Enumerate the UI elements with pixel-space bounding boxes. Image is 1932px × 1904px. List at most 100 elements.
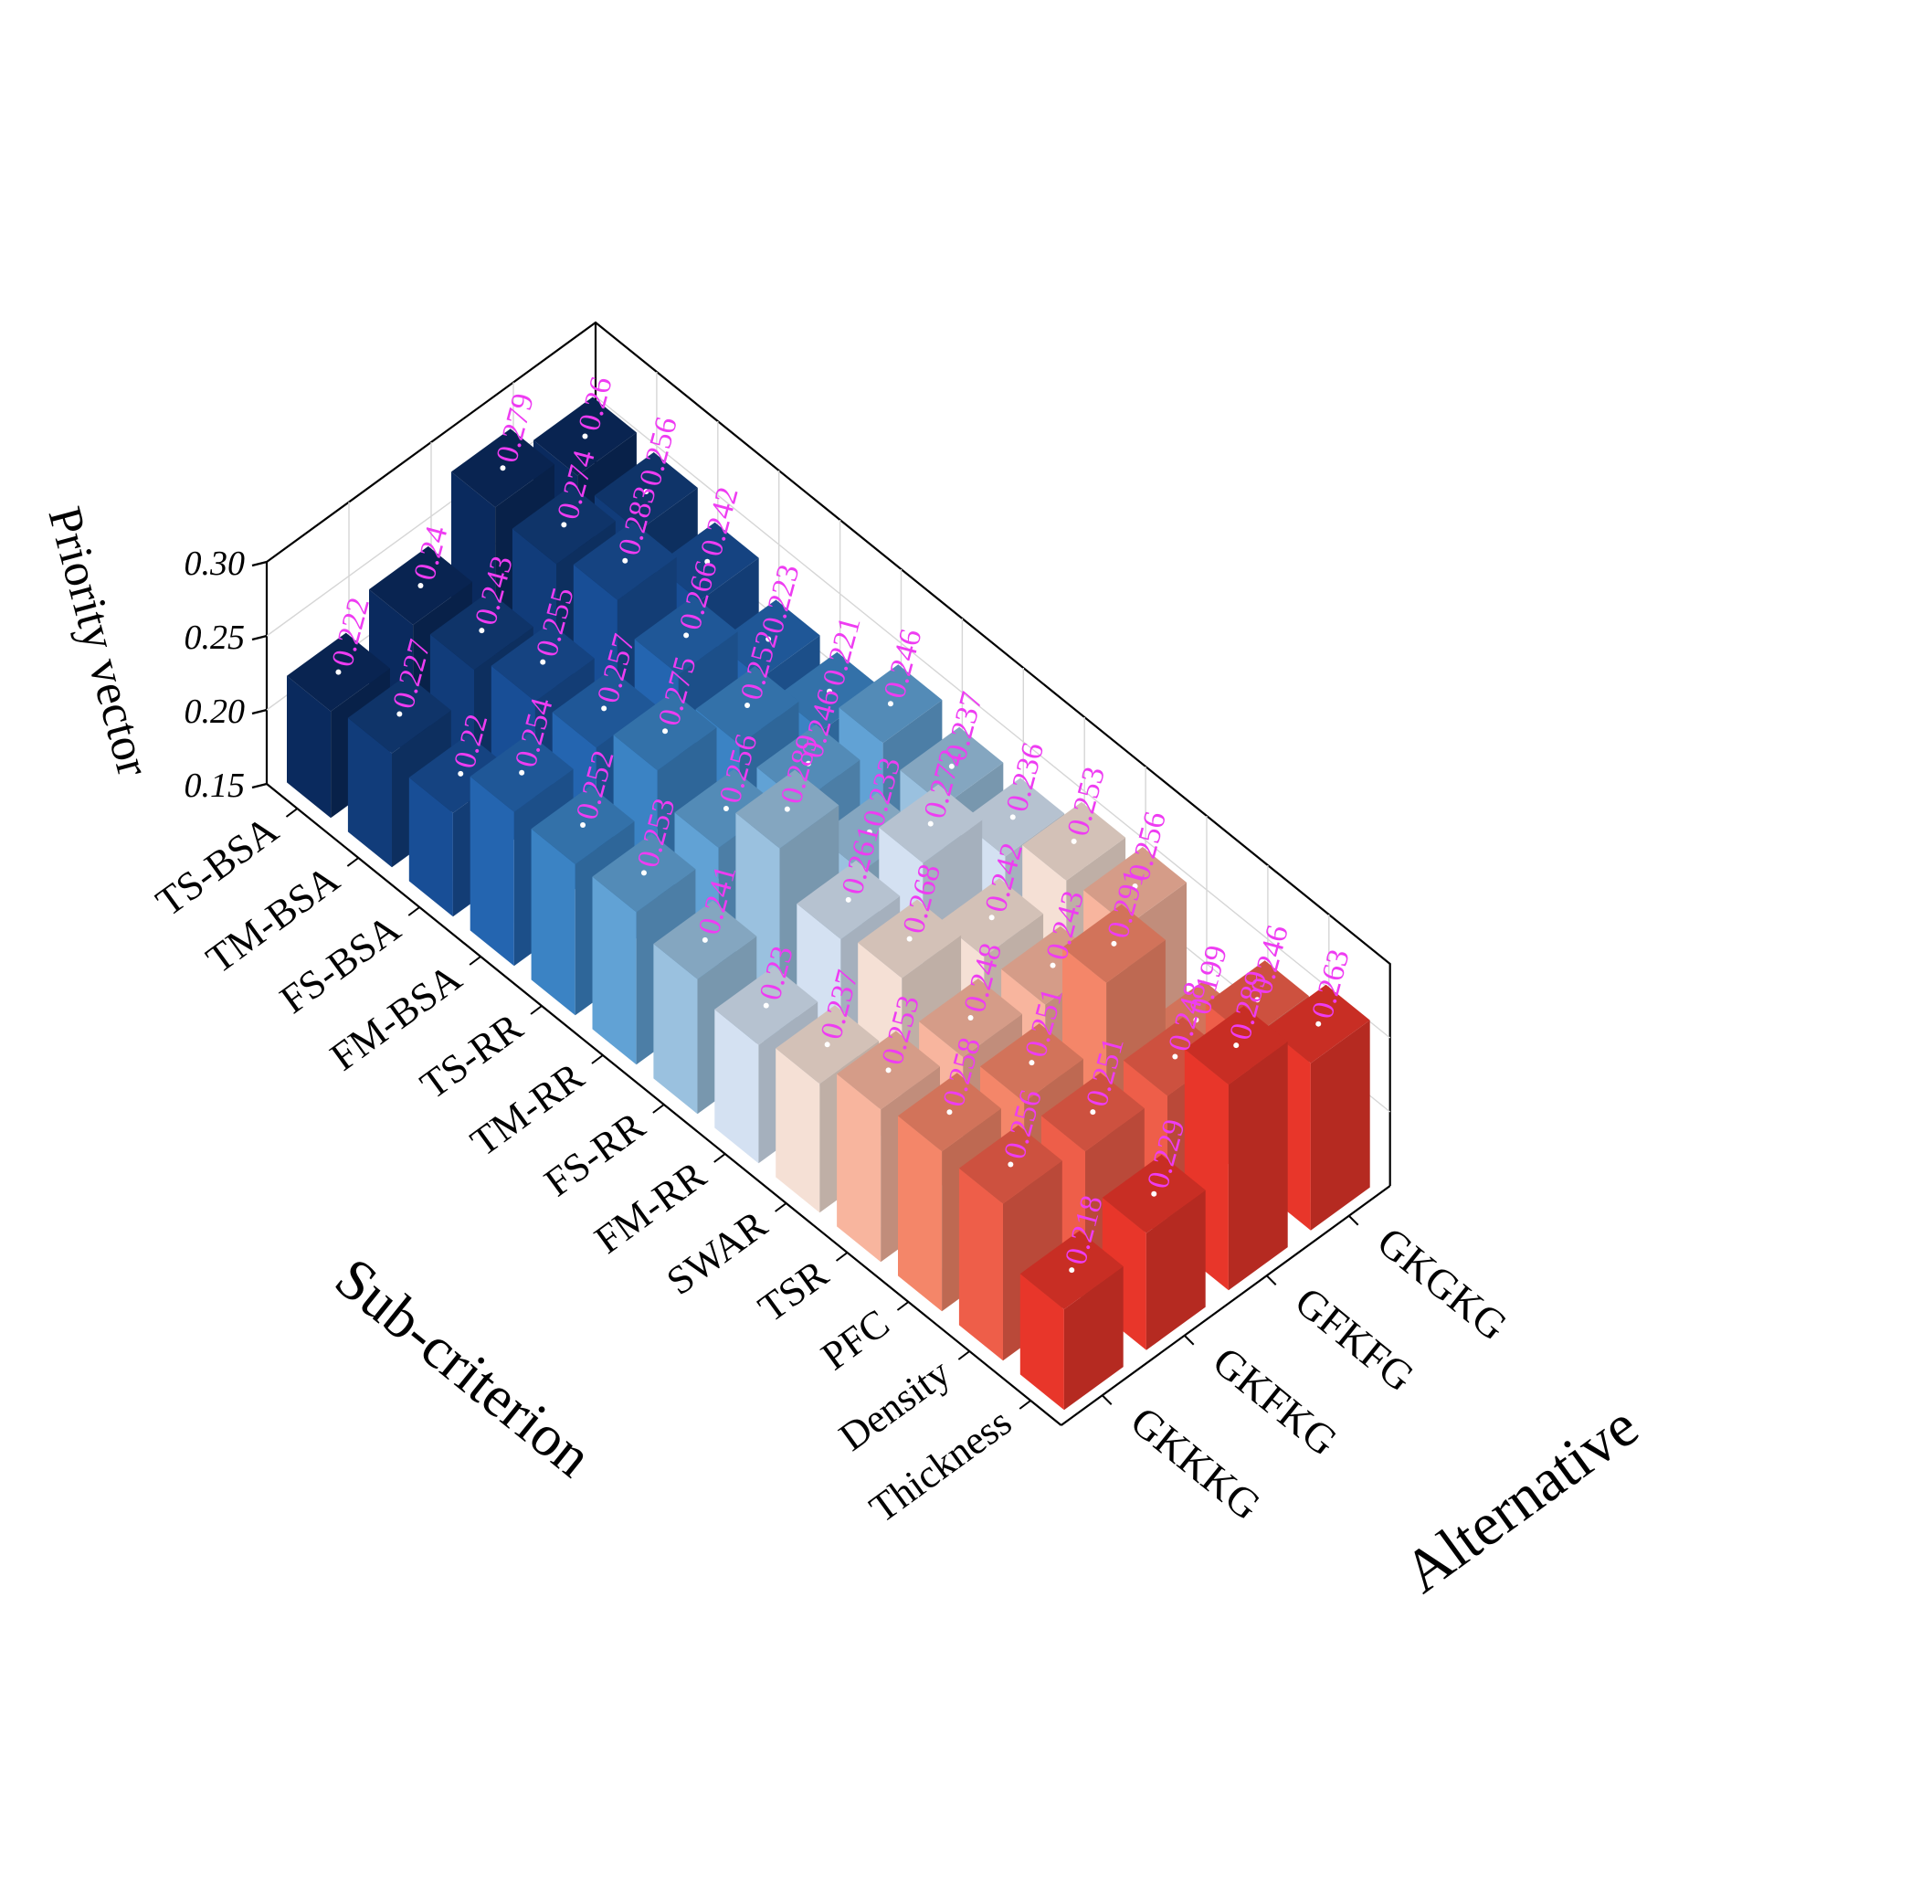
x-tick: [1019, 1400, 1031, 1410]
x-tick: [896, 1301, 910, 1311]
bar-top-marker: [946, 1109, 953, 1116]
bar-front-face: [958, 1168, 1003, 1361]
bar-top-marker: [887, 701, 893, 707]
x-tick: [775, 1202, 787, 1212]
bar-top-marker: [723, 806, 729, 812]
bar-top-marker: [519, 769, 525, 776]
bar-top-marker: [1069, 1267, 1075, 1274]
z-tick-label: 0.20: [185, 693, 246, 731]
bar-top-marker: [561, 522, 567, 528]
y-axis-title: Alternative: [1392, 1392, 1651, 1606]
x-axis-title: Sub-criterion: [323, 1245, 604, 1489]
bar-top-marker: [704, 558, 711, 565]
y-tick: [1265, 1275, 1277, 1285]
bar-front-face: [1019, 1274, 1064, 1411]
y-tick-label: GKGKG: [1368, 1218, 1515, 1349]
bar-top-marker: [744, 703, 751, 709]
bar-top-marker: [1233, 1042, 1240, 1049]
bar-top-marker: [805, 760, 811, 767]
bar-top-marker: [827, 688, 833, 694]
bar-side-face: [1228, 1041, 1288, 1291]
bar-top-marker: [1071, 838, 1077, 844]
z-tick: [251, 708, 268, 715]
z-gridline: [266, 396, 1391, 1039]
bar-top-marker: [988, 915, 995, 921]
bar-top-marker: [1315, 1021, 1322, 1027]
x-tick-label: PFC: [813, 1300, 897, 1379]
bar-top-marker: [540, 659, 546, 665]
bar-front-face: [898, 1116, 943, 1312]
bar-top-marker: [702, 936, 708, 943]
bar-top-marker: [1132, 883, 1138, 890]
y-tick: [1183, 1335, 1195, 1346]
y-tick-label: GKFKG: [1204, 1338, 1346, 1465]
z-tick: [251, 634, 268, 641]
bar-side-face: [1063, 1266, 1124, 1411]
bar-front-face: [714, 1009, 759, 1164]
bar-top-marker: [640, 870, 647, 876]
bar-SWAR-GKKKG: [776, 1005, 880, 1213]
bar-top-marker: [845, 896, 851, 903]
bar-top-marker: [906, 936, 913, 942]
bar-top-marker: [927, 820, 934, 827]
bar-top-marker: [683, 632, 690, 639]
bar-front-face: [408, 777, 453, 917]
x-tick: [407, 906, 420, 916]
y-tick-label: GKKKG: [1122, 1397, 1269, 1528]
bar-front-face: [531, 829, 575, 1016]
z-tick-label: 0.15: [185, 767, 246, 805]
bar-top-marker: [1193, 1017, 1199, 1023]
bar-front-face: [470, 776, 514, 967]
bar-front-face: [592, 876, 637, 1065]
bar-top-marker: [1254, 997, 1261, 1003]
x-tick: [469, 956, 481, 966]
bar-top-marker: [967, 1014, 974, 1021]
bar-top-marker: [396, 711, 403, 717]
bar-top-marker: [1009, 814, 1016, 820]
bars: [287, 397, 1370, 1411]
z-tick-label: 0.30: [185, 545, 246, 583]
bar-top-marker: [417, 582, 424, 588]
z-axis-title: Priority vector: [37, 502, 159, 781]
bar-top-marker: [601, 705, 607, 712]
bar-top-marker: [622, 557, 628, 564]
bar-top-marker: [1029, 1060, 1035, 1066]
y-axis-line: [1061, 1185, 1391, 1426]
bar-front-face: [287, 675, 332, 819]
bar-top-marker: [335, 669, 342, 675]
y-tick: [1101, 1394, 1113, 1405]
bar-top-marker: [1090, 1109, 1096, 1116]
bar-Thickness-GKKKG: [1019, 1231, 1124, 1411]
bar-side-face: [1145, 1190, 1206, 1350]
y-tick-label: GFKFG: [1286, 1277, 1422, 1400]
z-tick-label: 0.25: [185, 619, 246, 657]
bar-Thickness-GFKFG: [1184, 1006, 1288, 1291]
bar-top-marker: [885, 1067, 892, 1074]
bar-front-face: [653, 944, 698, 1115]
x-tick: [285, 808, 299, 818]
bar-top-marker: [866, 829, 872, 835]
bar-top-marker: [765, 636, 772, 642]
x-tick: [346, 857, 359, 867]
bar-top-marker: [1151, 1190, 1157, 1197]
z-tick: [251, 782, 268, 789]
bar-top-marker: [500, 465, 506, 471]
x-tick: [713, 1153, 726, 1163]
bar-top-marker: [1050, 962, 1056, 968]
bar-top-marker: [1008, 1161, 1014, 1168]
bar-top-marker: [458, 770, 464, 777]
bar-top-marker: [1111, 940, 1117, 947]
x-tick: [591, 1054, 604, 1064]
x-tick-label: TSR: [750, 1251, 837, 1330]
x-tick: [957, 1350, 970, 1360]
bar-top-marker: [643, 489, 649, 495]
bar-top-marker: [580, 822, 586, 829]
bar-top-marker: [824, 1042, 830, 1048]
bar-side-face: [1310, 1020, 1370, 1231]
bar-front-face: [347, 717, 392, 868]
x-tick: [835, 1252, 849, 1262]
bar-top-marker: [479, 628, 485, 634]
y-tick: [1347, 1215, 1359, 1226]
